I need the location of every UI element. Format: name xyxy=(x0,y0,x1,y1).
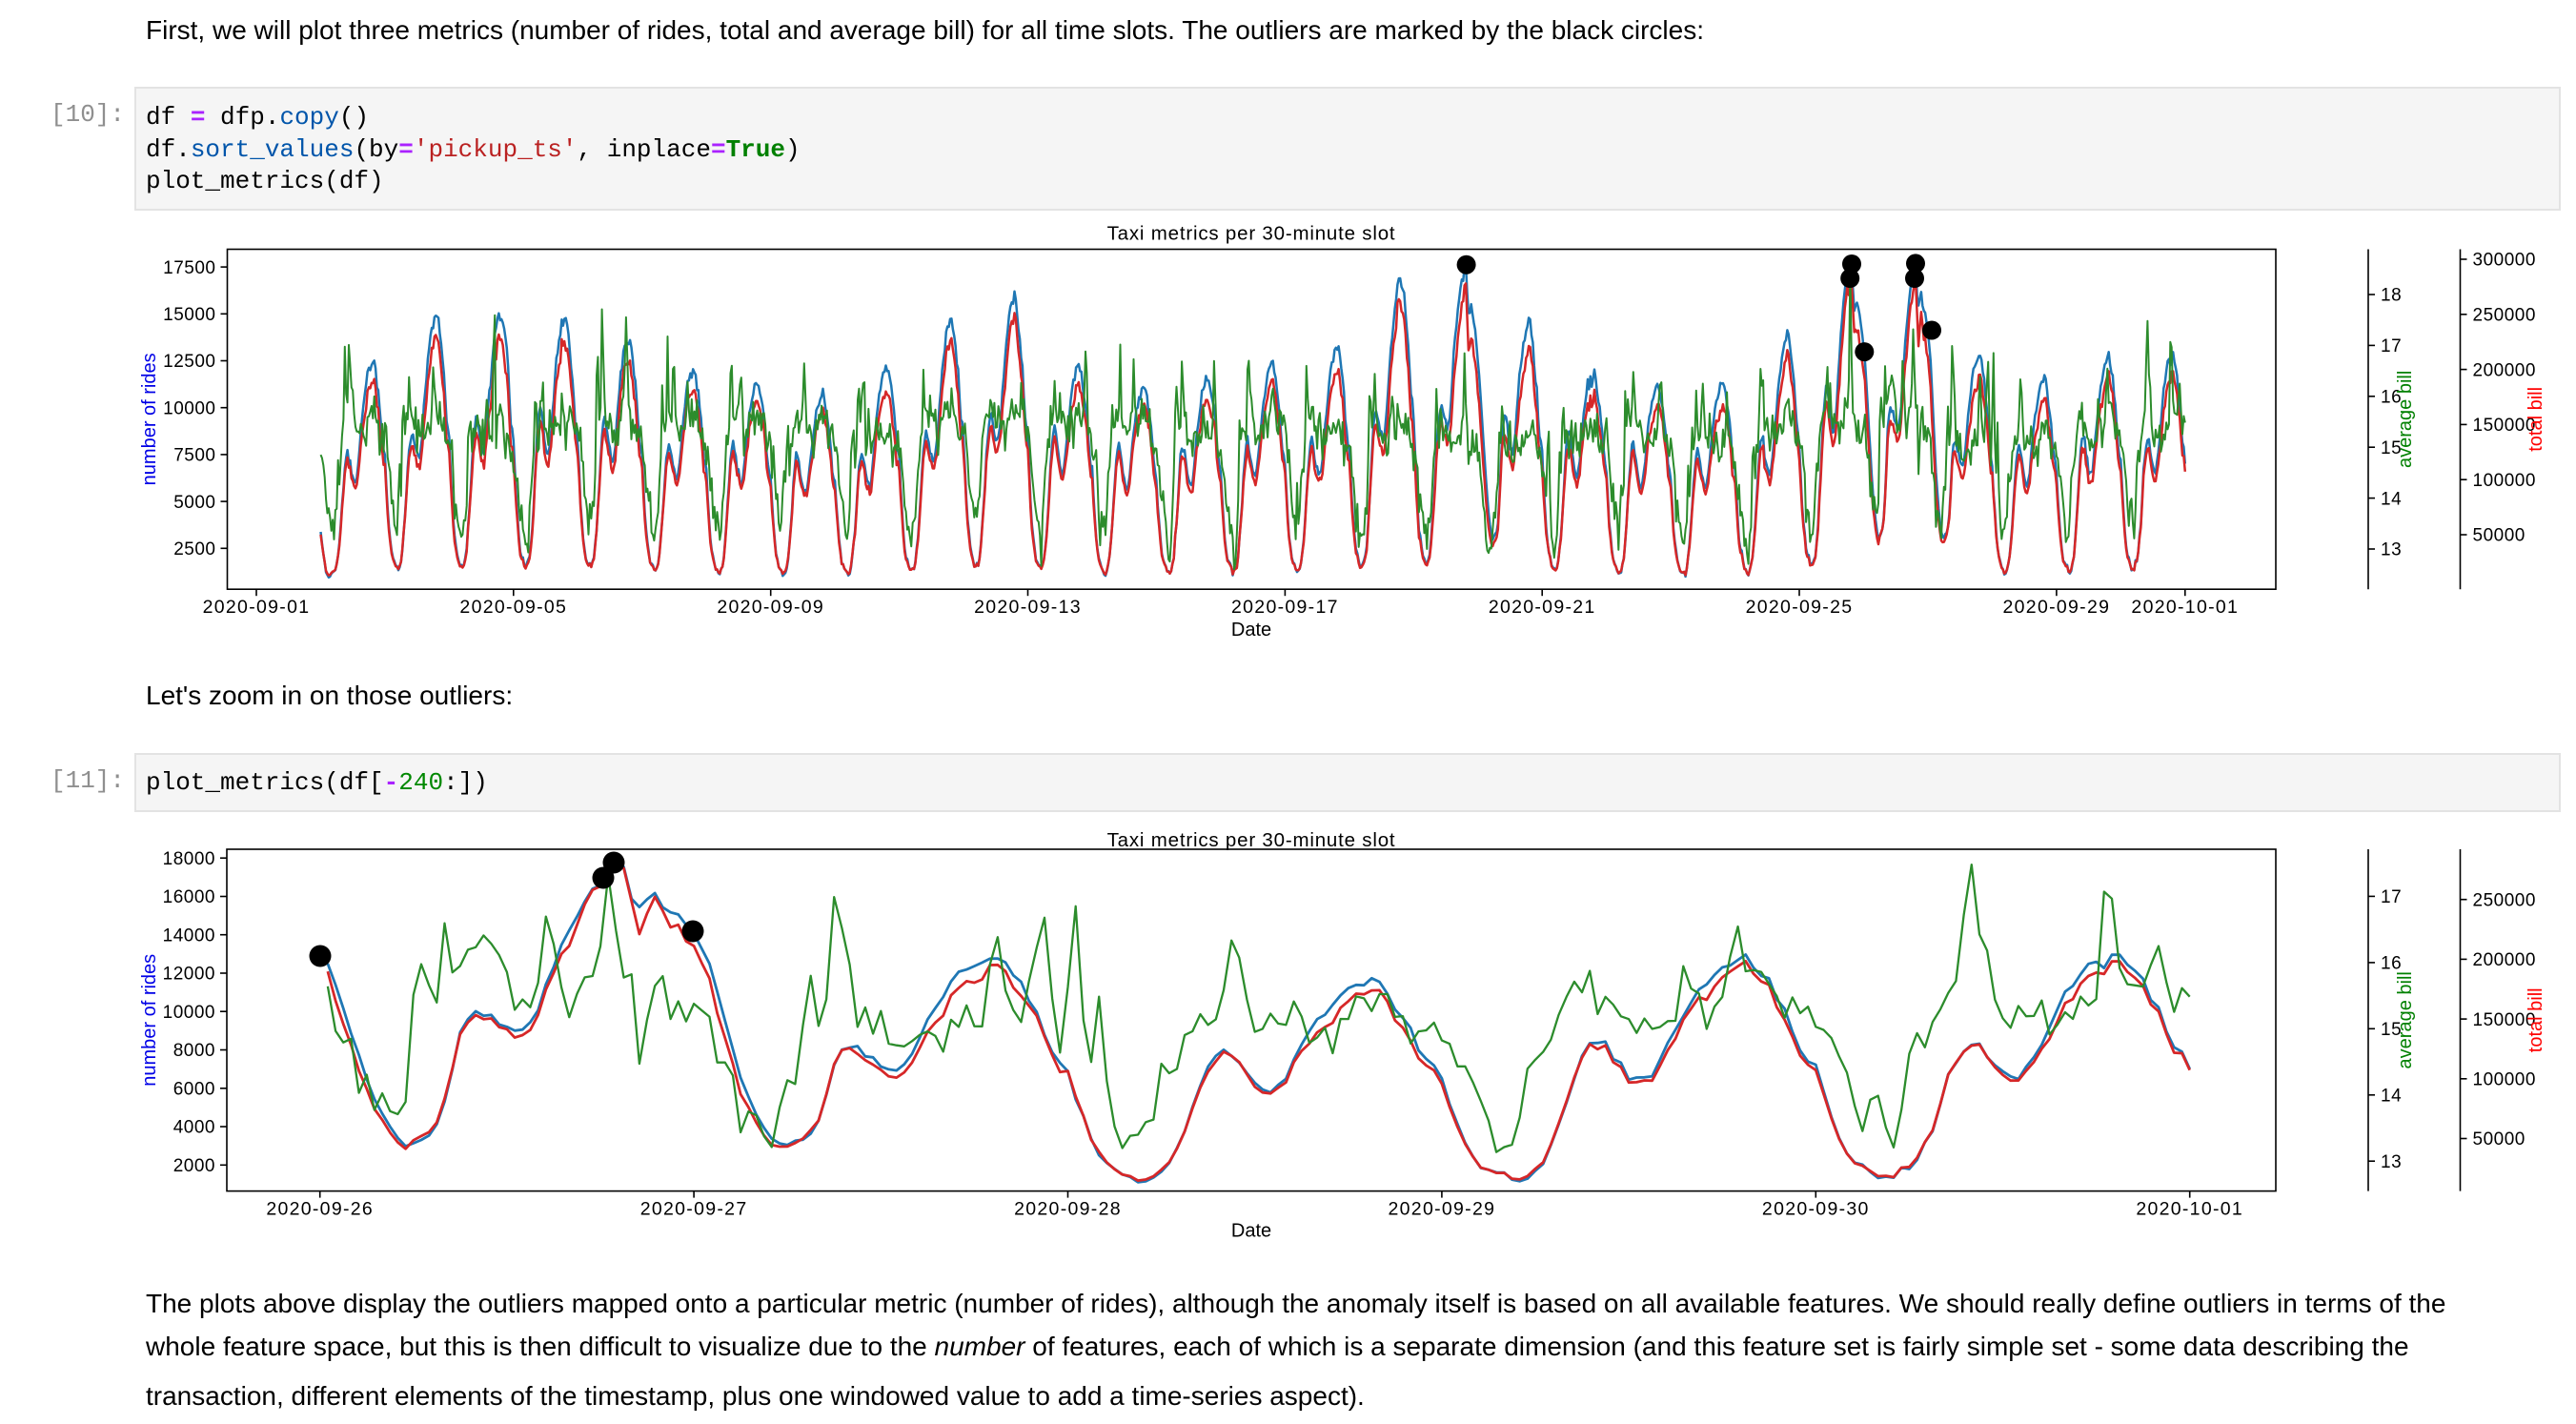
svg-text:Date: Date xyxy=(1231,1221,1271,1242)
svg-text:2020-09-27: 2020-09-27 xyxy=(640,1199,748,1220)
svg-text:15: 15 xyxy=(2381,438,2402,458)
svg-text:2020-09-30: 2020-09-30 xyxy=(1762,1199,1870,1220)
svg-text:17: 17 xyxy=(2381,887,2402,907)
svg-text:5000: 5000 xyxy=(173,493,215,513)
svg-text:18: 18 xyxy=(2381,286,2402,306)
svg-text:17500: 17500 xyxy=(163,258,215,278)
svg-text:14: 14 xyxy=(2381,489,2402,509)
svg-text:50000: 50000 xyxy=(2473,1129,2525,1149)
svg-text:12500: 12500 xyxy=(163,352,215,372)
svg-text:13: 13 xyxy=(2381,540,2402,560)
svg-text:200000: 200000 xyxy=(2473,360,2536,380)
svg-text:15: 15 xyxy=(2381,1020,2402,1040)
svg-text:average bill: average bill xyxy=(2395,371,2416,468)
svg-text:8000: 8000 xyxy=(173,1041,215,1061)
svg-text:2020-09-05: 2020-09-05 xyxy=(459,597,567,618)
svg-text:150000: 150000 xyxy=(2473,416,2536,436)
svg-text:Taxi metrics per 30-minute slo: Taxi metrics per 30-minute slot xyxy=(1107,829,1396,851)
svg-text:number of rides: number of rides xyxy=(139,954,160,1087)
svg-text:2020-09-29: 2020-09-29 xyxy=(2003,597,2111,618)
svg-text:7500: 7500 xyxy=(173,446,215,466)
svg-text:number of rides: number of rides xyxy=(139,353,160,485)
svg-text:200000: 200000 xyxy=(2473,950,2536,970)
svg-text:50000: 50000 xyxy=(2473,526,2525,546)
svg-text:16000: 16000 xyxy=(163,887,215,907)
svg-text:10000: 10000 xyxy=(163,398,215,418)
svg-text:2020-09-01: 2020-09-01 xyxy=(203,597,311,618)
svg-text:2000: 2000 xyxy=(173,1156,215,1176)
svg-text:2020-09-13: 2020-09-13 xyxy=(974,597,1082,618)
svg-text:14: 14 xyxy=(2381,1087,2402,1107)
svg-text:100000: 100000 xyxy=(2473,471,2536,491)
svg-text:10000: 10000 xyxy=(163,1003,215,1023)
svg-text:16: 16 xyxy=(2381,954,2402,974)
svg-text:150000: 150000 xyxy=(2473,1010,2536,1030)
svg-text:2020-09-28: 2020-09-28 xyxy=(1014,1199,1122,1220)
svg-text:2020-09-09: 2020-09-09 xyxy=(717,597,824,618)
svg-text:Date: Date xyxy=(1231,620,1271,641)
svg-text:average bill: average bill xyxy=(2395,971,2416,1068)
svg-text:2020-09-17: 2020-09-17 xyxy=(1231,597,1339,618)
svg-text:total bill: total bill xyxy=(2525,387,2546,452)
svg-text:300000: 300000 xyxy=(2473,251,2536,271)
svg-text:15000: 15000 xyxy=(163,305,215,325)
svg-text:14000: 14000 xyxy=(163,926,215,946)
svg-text:2500: 2500 xyxy=(173,539,215,559)
svg-text:250000: 250000 xyxy=(2473,306,2536,326)
svg-text:18000: 18000 xyxy=(163,849,215,869)
svg-text:2020-09-25: 2020-09-25 xyxy=(1746,597,1854,618)
svg-text:2020-09-21: 2020-09-21 xyxy=(1489,597,1596,618)
svg-text:Taxi metrics per 30-minute slo: Taxi metrics per 30-minute slot xyxy=(1107,223,1396,245)
svg-text:12000: 12000 xyxy=(163,965,215,985)
svg-text:2020-09-26: 2020-09-26 xyxy=(266,1199,374,1220)
svg-text:13: 13 xyxy=(2381,1152,2402,1172)
svg-text:250000: 250000 xyxy=(2473,890,2536,910)
svg-text:100000: 100000 xyxy=(2473,1070,2536,1090)
svg-text:16: 16 xyxy=(2381,388,2402,408)
svg-text:17: 17 xyxy=(2381,336,2402,356)
svg-text:2020-10-01: 2020-10-01 xyxy=(2131,597,2239,618)
svg-text:2020-09-29: 2020-09-29 xyxy=(1389,1199,1496,1220)
svg-text:2020-10-01: 2020-10-01 xyxy=(2136,1199,2243,1220)
svg-text:total bill: total bill xyxy=(2525,987,2546,1052)
svg-text:6000: 6000 xyxy=(173,1080,215,1100)
svg-text:4000: 4000 xyxy=(173,1118,215,1138)
